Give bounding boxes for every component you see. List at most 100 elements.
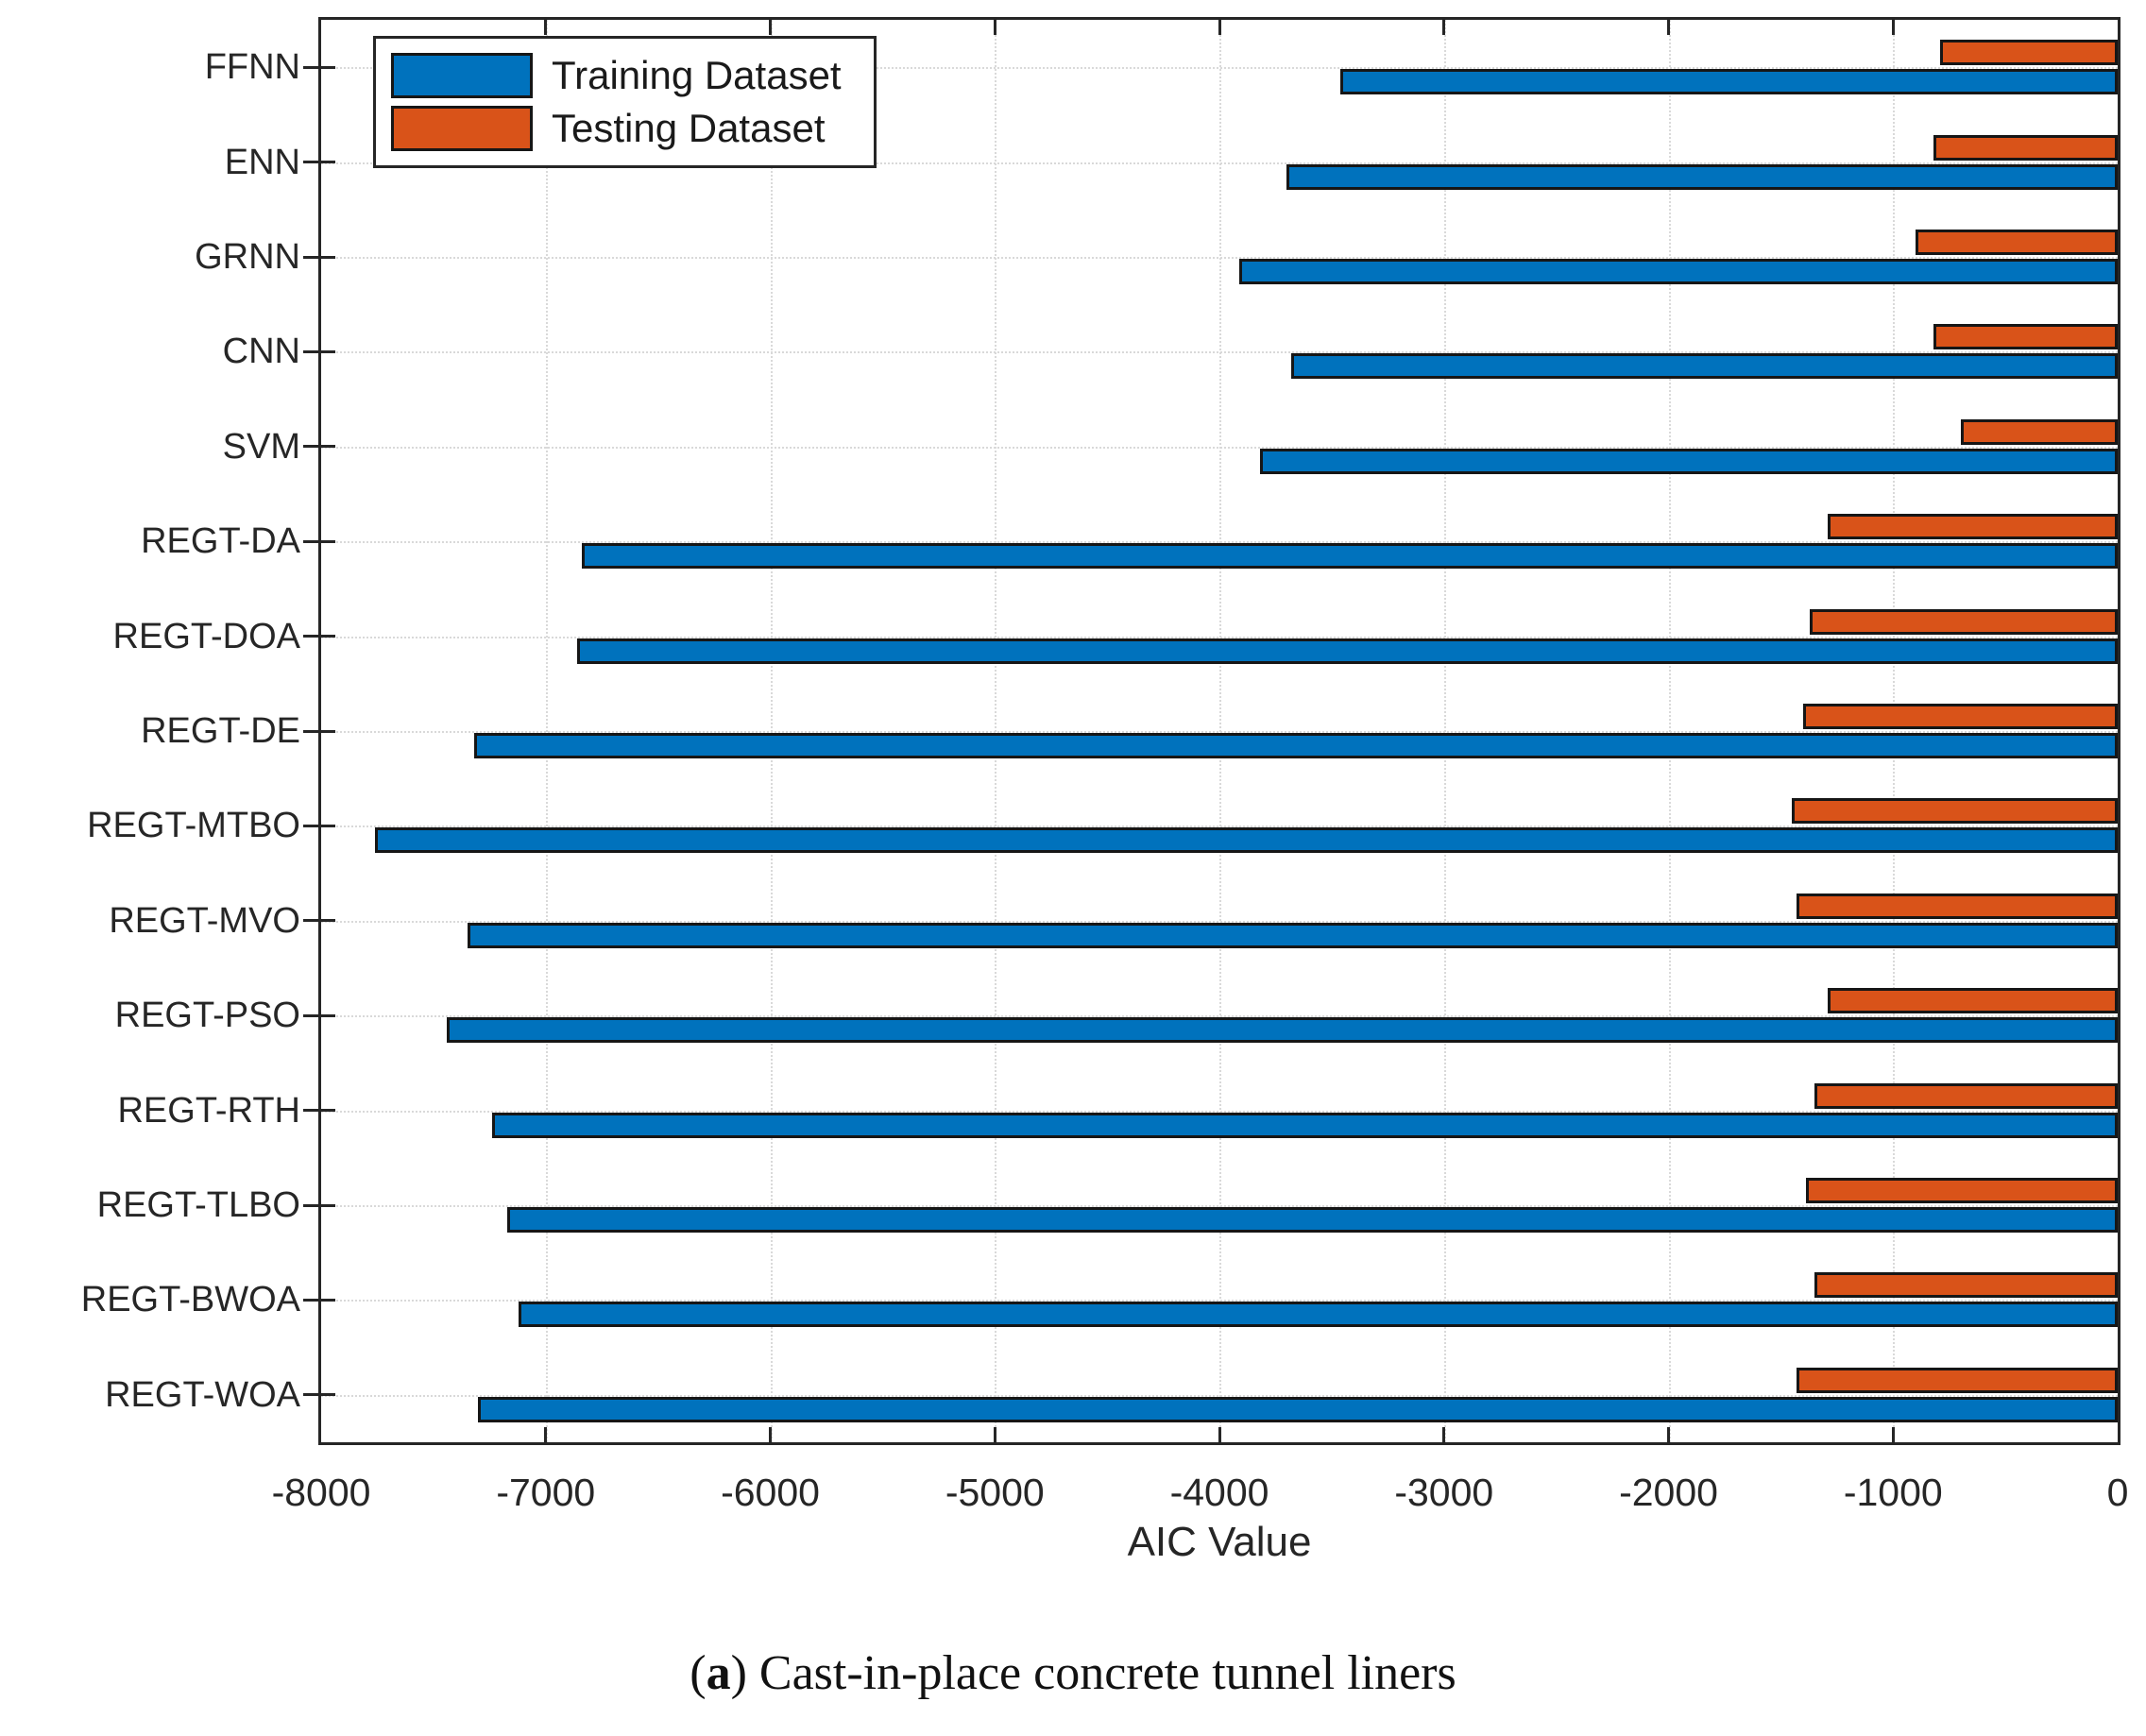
horizontal-gridline <box>321 541 2118 544</box>
x-tick-mark <box>769 20 772 35</box>
x-tick-mark <box>1442 1427 1446 1442</box>
bar-training-dataset-regt-mvo <box>467 922 2118 948</box>
x-tick-label: -5000 <box>945 1471 1045 1514</box>
bar-training-dataset-regt-rth <box>491 1112 2118 1138</box>
legend-swatch-testing-dataset <box>391 106 533 151</box>
y-axis-label-regt-rth: REGT-RTH <box>117 1090 300 1131</box>
x-axis-title: AIC Value <box>1127 1519 1312 1565</box>
legend: Training Dataset Testing Dataset <box>373 36 877 168</box>
x-tick-label: -7000 <box>496 1471 596 1514</box>
y-axis-label-regt-doa: REGT-DOA <box>112 616 300 656</box>
bar-testing-dataset-regt-woa <box>1797 1367 2118 1393</box>
horizontal-gridline <box>321 825 2118 828</box>
y-axis-label-enn: ENN <box>224 142 300 182</box>
horizontal-gridline <box>321 920 2118 923</box>
bar-training-dataset-ffnn <box>1340 69 2118 95</box>
bar-testing-dataset-cnn <box>1933 324 2118 350</box>
x-tick-mark <box>1891 1427 1895 1442</box>
caption-paren-open: ( <box>690 1646 707 1700</box>
x-tick-mark <box>1667 20 1670 35</box>
y-tick-mark <box>303 1013 335 1017</box>
y-tick-mark <box>303 349 335 353</box>
x-tick-mark <box>1667 1427 1670 1442</box>
x-tick-mark <box>993 20 996 35</box>
horizontal-gridline <box>321 636 2118 638</box>
bar-training-dataset-regt-mtbo <box>375 827 2118 854</box>
x-tick-label: -4000 <box>1169 1471 1269 1514</box>
bar-testing-dataset-regt-rth <box>1814 1082 2118 1109</box>
bar-testing-dataset-regt-pso <box>1828 988 2118 1014</box>
y-tick-mark <box>303 255 335 259</box>
bar-testing-dataset-regt-da <box>1828 514 2118 540</box>
bar-testing-dataset-grnn <box>1916 230 2118 255</box>
y-axis-label-regt-pso: REGT-PSO <box>114 996 300 1036</box>
bar-training-dataset-svm <box>1259 448 2118 474</box>
y-tick-mark <box>303 1109 335 1113</box>
bar-training-dataset-cnn <box>1291 353 2118 380</box>
legend-label-testing-dataset: Testing Dataset <box>552 106 826 150</box>
y-axis-label-regt-da: REGT-DA <box>141 521 300 562</box>
bar-training-dataset-regt-tlbo <box>507 1207 2118 1233</box>
x-tick-mark <box>1218 20 1221 35</box>
bar-training-dataset-regt-pso <box>447 1017 2118 1044</box>
bar-testing-dataset-regt-bwoa <box>1814 1272 2118 1299</box>
bar-training-dataset-grnn <box>1239 259 2118 284</box>
bar-training-dataset-enn <box>1286 163 2118 190</box>
caption-letter: a <box>706 1646 731 1700</box>
horizontal-gridline <box>321 1394 2118 1397</box>
bar-training-dataset-regt-de <box>473 733 2118 758</box>
y-tick-mark <box>303 1393 335 1397</box>
y-axis-label-regt-mvo: REGT-MVO <box>109 900 300 941</box>
y-axis-label-regt-de: REGT-DE <box>141 711 300 751</box>
x-tick-mark <box>1891 20 1895 35</box>
legend-label-training-dataset: Training Dataset <box>552 53 842 97</box>
legend-item-training-dataset: Training Dataset <box>391 52 859 99</box>
y-axis-label-ffnn: FFNN <box>204 47 300 88</box>
bar-training-dataset-regt-da <box>581 543 2118 570</box>
y-tick-mark <box>303 919 335 923</box>
y-axis-label-cnn: CNN <box>222 332 300 372</box>
bar-testing-dataset-svm <box>1960 418 2118 445</box>
x-tick-label: -2000 <box>1619 1471 1718 1514</box>
y-axis-label-regt-bwoa: REGT-BWOA <box>80 1280 300 1320</box>
bar-testing-dataset-regt-mtbo <box>1792 798 2118 825</box>
y-tick-mark <box>303 729 335 733</box>
x-tick-label: 0 <box>2106 1471 2129 1514</box>
x-tick-label: -1000 <box>1843 1471 1943 1514</box>
x-tick-label: -6000 <box>721 1471 820 1514</box>
horizontal-gridline <box>321 1110 2118 1113</box>
x-tick-mark <box>544 1427 548 1442</box>
figure-caption: (a) Cast-in-place concrete tunnel liners <box>0 1645 2146 1701</box>
legend-swatch-training-dataset <box>391 53 533 98</box>
bar-testing-dataset-regt-de <box>1803 704 2118 729</box>
horizontal-gridline <box>321 446 2118 449</box>
x-tick-mark <box>1442 20 1446 35</box>
x-tick-mark <box>993 1427 996 1442</box>
x-tick-label: -3000 <box>1394 1471 1494 1514</box>
bar-testing-dataset-regt-doa <box>1810 608 2118 635</box>
bar-testing-dataset-regt-tlbo <box>1805 1178 2118 1203</box>
bar-testing-dataset-ffnn <box>1940 40 2118 66</box>
horizontal-gridline <box>321 351 2118 354</box>
legend-item-testing-dataset: Testing Dataset <box>391 105 859 152</box>
horizontal-gridline <box>321 67 2118 70</box>
caption-paren-close: ) <box>730 1646 747 1700</box>
y-tick-mark <box>303 635 335 638</box>
y-tick-mark <box>303 1298 335 1302</box>
horizontal-gridline <box>321 1205 2118 1207</box>
bar-testing-dataset-enn <box>1933 134 2118 161</box>
x-tick-mark <box>1218 1427 1221 1442</box>
horizontal-gridline <box>321 1015 2118 1018</box>
horizontal-gridline <box>321 257 2118 259</box>
bar-training-dataset-regt-woa <box>478 1396 2118 1422</box>
bar-testing-dataset-regt-mvo <box>1797 893 2118 919</box>
y-axis-label-regt-tlbo: REGT-TLBO <box>96 1185 300 1225</box>
y-tick-mark <box>303 65 335 69</box>
y-tick-mark <box>303 824 335 827</box>
y-tick-mark <box>303 1203 335 1207</box>
horizontal-gridline <box>321 731 2118 733</box>
y-axis-label-grnn: GRNN <box>195 237 300 277</box>
bar-training-dataset-regt-bwoa <box>519 1302 2118 1328</box>
bar-training-dataset-regt-doa <box>577 638 2118 664</box>
